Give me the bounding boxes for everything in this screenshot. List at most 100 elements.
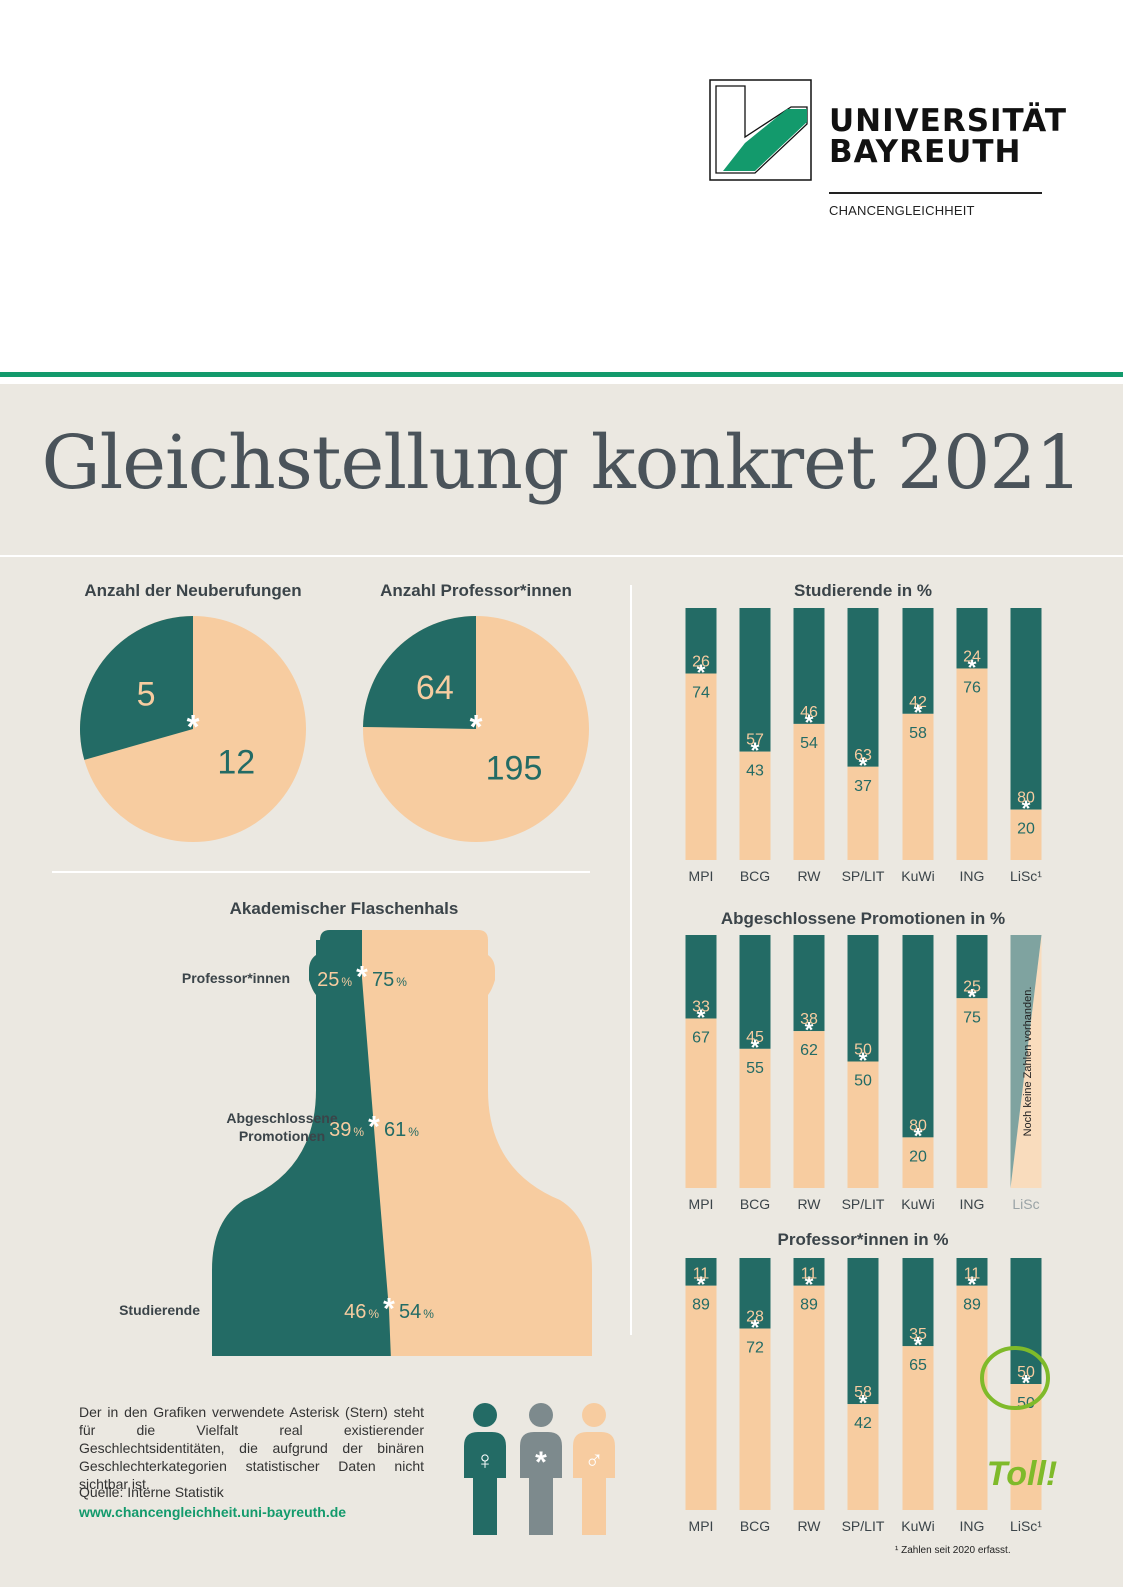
bar-value-women: 24 [963, 648, 981, 665]
bar-category-label: ING [960, 1518, 985, 1534]
bar-segment-men [793, 723, 825, 860]
bar-asterisk: * [914, 1333, 923, 1358]
bar-value-women: 57 [746, 732, 764, 749]
pie-label-men: 195 [486, 750, 543, 788]
bar-segment-women [847, 935, 879, 1062]
bar-segment-men [739, 751, 771, 860]
bar-category-label: MPI [689, 868, 714, 884]
bar-value-women: 11 [964, 1266, 981, 1283]
female-icon: ♀ [464, 1403, 506, 1535]
bar-segment-men [685, 673, 717, 860]
bar-asterisk: * [1022, 1370, 1031, 1395]
university-logo-mark [709, 79, 812, 181]
bar-segment-women [793, 935, 825, 1032]
bar-category-label: RW [797, 868, 821, 884]
bar-value-women: 42 [909, 694, 927, 711]
bar-category-label: MPI [689, 1518, 714, 1534]
bar-segment-men [739, 1328, 771, 1510]
website-link[interactable]: www.chancengleichheit.uni-bayreuth.de [79, 1504, 347, 1520]
pie-center-asterisk: * [470, 708, 483, 745]
bar-value-women: 11 [801, 1266, 818, 1283]
bar-segment-men [793, 1285, 825, 1510]
bar-segment-women [902, 1258, 934, 1347]
asterisk-icon: * [520, 1403, 562, 1535]
pie-center-asterisk: * [187, 708, 200, 745]
bottleneck-asterisk: * [383, 1292, 395, 1325]
bar-segment-men [847, 1061, 879, 1188]
logo-name-line2: BAYREUTH [829, 134, 1022, 170]
page-title: Gleichstellung konkret 2021 [41, 420, 1082, 506]
bottleneck-title: Akademischer Flaschenhals [230, 899, 459, 918]
toll-annotation: Toll! [980, 1346, 1057, 1493]
bar-value-men: 43 [746, 763, 764, 780]
bar-value-men: 20 [1017, 821, 1035, 838]
bottleneck-chart: Professor*innen *25% 75 %AbgeschlosseneProm… [119, 930, 592, 1356]
bar-asterisk: * [805, 1017, 814, 1042]
bar-asterisk: * [697, 1005, 706, 1030]
bar-value-women: 11 [693, 1266, 710, 1283]
male-icon: ♂ [573, 1403, 615, 1535]
bar-value-women: 35 [909, 1326, 927, 1343]
bar-segment-men [847, 766, 879, 860]
bar-category-label: LiSc¹ [1010, 868, 1042, 884]
bottleneck-women-value: 46% [344, 1301, 379, 1323]
bar-asterisk: * [914, 1124, 923, 1149]
bar-value-women: 28 [746, 1309, 764, 1326]
content-panel [0, 384, 1123, 1587]
bar-category-label: BCG [740, 1518, 770, 1534]
bar-asterisk: * [805, 710, 814, 735]
bar-segment-men [1010, 809, 1042, 860]
bar-segment-women [793, 1258, 825, 1286]
bar-value-men: 65 [909, 1357, 927, 1374]
pie-label-women: 5 [137, 676, 156, 714]
bar-asterisk: * [751, 738, 760, 763]
no-data-note: Noch keine Zahlen vorhanden. [1022, 987, 1034, 1137]
bar-category-label: KuWi [901, 868, 934, 884]
bar-segment-women [739, 935, 771, 1049]
bar-segment-men [902, 713, 934, 860]
bottleneck-men-value: 75% [372, 969, 407, 991]
bar-segment-women [956, 608, 988, 669]
bar-value-women: 63 [854, 747, 872, 764]
bar-category-label: RW [797, 1518, 821, 1534]
bar-value-men: 37 [854, 778, 872, 795]
bar-asterisk: * [859, 753, 868, 778]
bar-asterisk: * [697, 660, 706, 685]
bar-segment-women [847, 608, 879, 767]
bar-chart-title: Studierende in % [794, 581, 932, 600]
bar-asterisk: * [805, 1272, 814, 1297]
asterisk-note: Der in den Grafiken verwendete Asterisk … [79, 1404, 424, 1492]
pie-title-neuberufungen: Anzahl der Neuberufungen [84, 581, 301, 600]
pie-slice-women [363, 616, 476, 729]
bar-value-men: 76 [963, 679, 981, 696]
bar-asterisk: * [751, 1035, 760, 1060]
bar-value-men: 55 [746, 1060, 764, 1077]
pie-slice-women [80, 616, 193, 760]
bar-value-men: 72 [746, 1340, 764, 1357]
header-green-rule [0, 372, 1123, 377]
bar-value-men: 58 [909, 725, 927, 742]
bottleneck-row-label-line1: Abgeschlossene [226, 1110, 337, 1126]
bar-segment-women [956, 1258, 988, 1286]
bar-value-women: 38 [800, 1011, 818, 1028]
bar-category-label: SP/LIT [842, 1518, 885, 1534]
logo-name-line1: UNIVERSITÄT [829, 103, 1068, 139]
bar-segment-women [956, 935, 988, 999]
bar-chart-2: Abgeschlossene Promotionen in %MPI*3367B… [685, 909, 1042, 1212]
bar-value-men: 89 [692, 1297, 710, 1314]
bar-chart-title: Abgeschlossene Promotionen in % [721, 909, 1005, 928]
bottleneck-row-label-line2: Promotionen [239, 1128, 325, 1144]
bar-chart-3: Professor*innen in %MPI*1189BCG*2872RW*1… [685, 1230, 1042, 1534]
bar-value-men: 42 [854, 1415, 872, 1432]
bar-segment-men [685, 1018, 717, 1188]
bottleneck-men-value: 61% [384, 1119, 419, 1141]
bar-value-men: 67 [692, 1029, 710, 1046]
bar-value-men: 75 [963, 1009, 981, 1026]
bar-asterisk: * [859, 1390, 868, 1415]
bottleneck-women-value: 39% [329, 1119, 364, 1141]
logo-divider [829, 192, 1042, 194]
bar-asterisk: * [968, 655, 977, 680]
bar-value-women: 46 [800, 704, 818, 721]
bar-segment-women [1010, 608, 1042, 810]
